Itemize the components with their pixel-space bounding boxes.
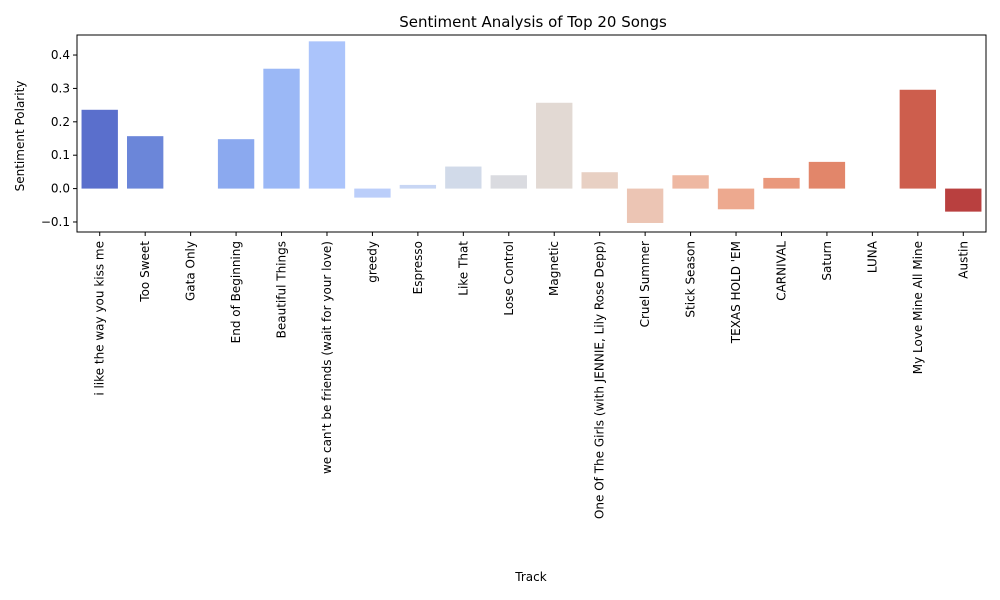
x-tick-label: End of Beginning bbox=[229, 241, 243, 343]
x-tick-label: Cruel Summer bbox=[638, 241, 652, 327]
y-ticks-group: −0.1 0.0 0.1 0.2 0.3 0.4 bbox=[41, 48, 77, 229]
bar bbox=[445, 166, 482, 189]
bar bbox=[354, 188, 391, 198]
bar bbox=[217, 139, 255, 189]
bar bbox=[763, 177, 800, 189]
x-tick-label: Lose Control bbox=[502, 241, 516, 316]
y-axis-label: Sentiment Polarity bbox=[13, 81, 27, 192]
x-tick-label: we can't be friends (wait for your love) bbox=[320, 241, 334, 474]
bar bbox=[536, 102, 573, 189]
x-tick-label: My Love Mine All Mine bbox=[911, 241, 925, 374]
bar bbox=[581, 172, 618, 189]
bar bbox=[899, 89, 937, 189]
x-tick-label: i like the way you kiss me bbox=[93, 241, 107, 396]
bar bbox=[626, 188, 664, 223]
y-tick-label: 0.0 bbox=[51, 182, 70, 196]
x-tick-label: One Of The Girls (with JENNIE, Lily Rose… bbox=[593, 241, 607, 519]
y-tick-label: 0.2 bbox=[51, 115, 70, 129]
x-tick-label: greedy bbox=[365, 241, 379, 283]
x-tick-label: Saturn bbox=[820, 241, 834, 281]
x-axis-label: Track bbox=[514, 570, 546, 584]
x-tick-label: Espresso bbox=[411, 241, 425, 294]
x-tick-label: Austin bbox=[956, 241, 970, 279]
y-tick-label: 0.4 bbox=[51, 48, 70, 62]
x-ticks-group: i like the way you kiss me Too Sweet Gata … bbox=[93, 232, 970, 519]
y-tick-label: 0.1 bbox=[51, 148, 70, 162]
y-tick-label: −0.1 bbox=[41, 215, 70, 229]
bar bbox=[808, 161, 846, 189]
bar bbox=[81, 109, 118, 189]
chart-title: Sentiment Analysis of Top 20 Songs bbox=[399, 13, 667, 31]
bar bbox=[127, 136, 164, 189]
plot-area-frame bbox=[76, 34, 987, 233]
x-tick-label: TEXAS HOLD 'EM bbox=[729, 241, 743, 344]
x-tick-label: Stick Season bbox=[684, 241, 698, 318]
y-tick-label: 0.3 bbox=[51, 81, 70, 95]
bar bbox=[945, 188, 982, 212]
bar bbox=[672, 175, 709, 189]
x-tick-label: Like That bbox=[456, 241, 470, 296]
x-tick-label: CARNIVAL bbox=[774, 241, 788, 301]
x-tick-label: Too Sweet bbox=[138, 241, 152, 303]
bars-group bbox=[81, 41, 982, 223]
x-tick-label: Magnetic bbox=[547, 241, 561, 296]
x-tick-label: Beautiful Things bbox=[275, 241, 289, 338]
bar bbox=[263, 68, 300, 189]
bar bbox=[717, 188, 755, 210]
bar bbox=[399, 184, 437, 189]
x-tick-label: Gata Only bbox=[184, 241, 198, 301]
bar bbox=[308, 41, 346, 189]
bar bbox=[490, 175, 527, 189]
x-tick-label: LUNA bbox=[865, 240, 879, 273]
